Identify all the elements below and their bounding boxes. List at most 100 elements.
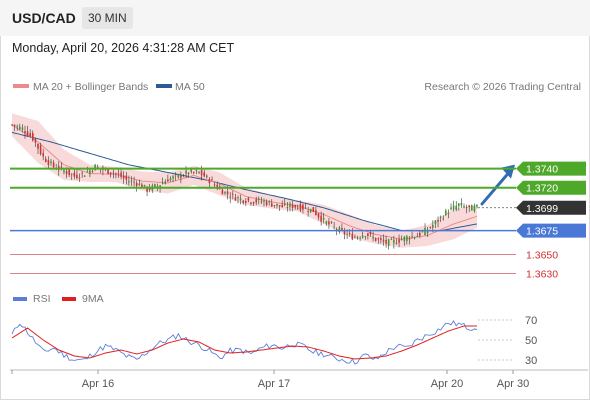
candle-body — [398, 239, 400, 243]
candle-body — [284, 203, 286, 206]
candle-body — [13, 124, 16, 127]
candle-body — [19, 126, 21, 130]
level-tag-1.3740 — [516, 161, 586, 176]
candle-body — [387, 239, 390, 246]
candle-body — [250, 202, 252, 204]
candle-body — [187, 172, 190, 174]
candle-body — [338, 227, 341, 232]
candle-body — [361, 235, 364, 238]
candle-body — [315, 210, 317, 215]
candle-body — [393, 239, 395, 244]
candle-body — [125, 175, 128, 180]
candle-body — [107, 168, 109, 175]
candle-body — [276, 203, 278, 206]
candle-body — [109, 172, 112, 175]
candle-body — [128, 181, 130, 183]
candle-body — [42, 153, 44, 157]
candle-body — [63, 170, 65, 173]
candle-body — [245, 201, 247, 203]
candle-body — [167, 179, 169, 182]
rsi-line — [11, 320, 478, 365]
candle-body — [234, 197, 237, 201]
candle-body — [333, 226, 335, 228]
candle-body — [203, 172, 205, 177]
legend-9ma-swatch — [62, 297, 76, 301]
ma20-line — [11, 124, 478, 240]
copyright-text: Research © 2026 Trading Central — [424, 81, 581, 93]
candle-body — [330, 222, 333, 223]
candle-body — [286, 207, 289, 208]
level-label-1.3699: 1.3699 — [526, 203, 558, 215]
candle-body — [180, 175, 182, 178]
candle-body — [52, 162, 55, 168]
candle-body — [359, 237, 361, 239]
candle-body — [460, 203, 463, 206]
legend-ma50-swatch — [156, 84, 172, 88]
candle-body — [442, 218, 444, 220]
candle-body — [232, 193, 234, 195]
candle-body — [307, 211, 309, 213]
candle-body — [172, 176, 174, 179]
candle-body — [413, 237, 416, 239]
candle-body — [91, 170, 94, 172]
candle-body — [32, 133, 34, 141]
candle-body — [374, 237, 377, 241]
level-tag-1.3699 — [516, 200, 586, 215]
candle-body — [395, 243, 398, 245]
candle-body — [429, 227, 431, 229]
timeframe-badge[interactable]: 30 MIN — [82, 7, 133, 29]
candle-body — [190, 169, 192, 172]
candle-body — [309, 208, 312, 212]
candle-body — [221, 189, 224, 195]
candle-body — [294, 205, 296, 208]
candle-body — [70, 173, 73, 175]
rsi-tick-70: 70 — [525, 315, 537, 327]
candle-body — [45, 158, 47, 162]
legend-ma50-label: MA 50 — [175, 81, 205, 93]
candle-body — [200, 170, 203, 176]
candle-body — [273, 205, 276, 206]
candle-body — [169, 178, 172, 181]
candle-body — [416, 236, 419, 238]
candle-body — [377, 238, 380, 240]
candle-body — [348, 233, 351, 234]
candle-body — [120, 172, 122, 177]
candle-body — [76, 174, 78, 179]
candle-body — [445, 210, 447, 215]
price-plot — [11, 113, 515, 250]
candle-body — [242, 200, 244, 203]
rsi-9ma-line — [11, 325, 477, 360]
candle-body — [278, 205, 281, 207]
candle-body — [265, 201, 268, 206]
candle-body — [468, 205, 470, 208]
candle-body — [421, 231, 424, 233]
candle-body — [380, 238, 382, 240]
candle-body — [208, 179, 211, 184]
x-tick-label: Apr 16 — [82, 378, 114, 390]
candle-body — [411, 236, 413, 237]
candle-body — [141, 184, 143, 189]
candle-body — [211, 179, 213, 181]
candle-body — [260, 201, 263, 203]
level-tag-1.3720 — [516, 180, 586, 195]
candle-body — [341, 227, 343, 230]
candle-body — [263, 201, 265, 202]
candle-body — [258, 198, 260, 201]
rsi-tick-50: 50 — [525, 335, 537, 347]
candle-body — [297, 207, 299, 209]
candle-body — [408, 238, 411, 240]
candle-body — [434, 220, 437, 224]
candle-body — [73, 172, 76, 177]
candle-body — [16, 126, 18, 127]
candle-body — [47, 160, 50, 165]
candle-body — [115, 173, 117, 174]
candle-body — [382, 239, 385, 242]
legend-9ma-label: 9MA — [82, 293, 104, 305]
candle-body — [437, 220, 439, 222]
legend-rsi-label: RSI — [33, 293, 51, 305]
candle-body — [154, 184, 156, 188]
x-tick-label: Apr 20 — [431, 378, 463, 390]
candle-body — [81, 172, 83, 174]
candle-body — [195, 170, 198, 172]
